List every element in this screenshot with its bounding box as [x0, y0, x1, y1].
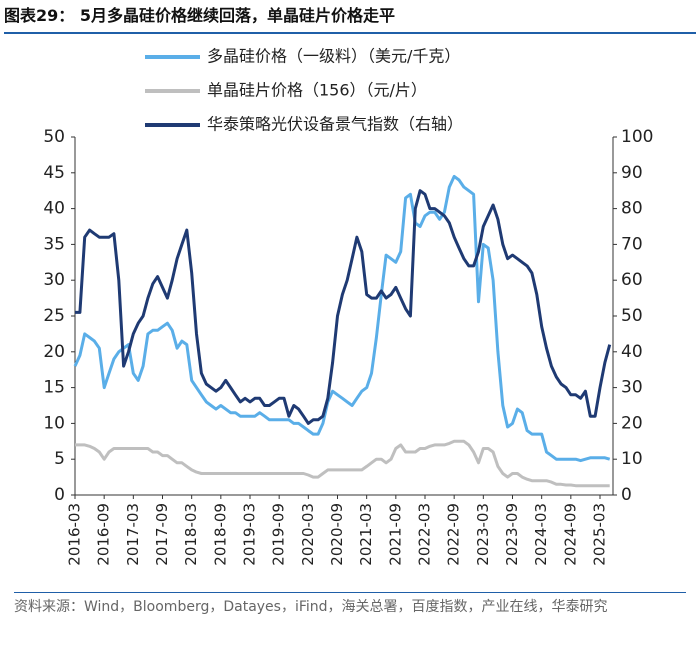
chart: 0 5 10 15 20 25 30 35 40 45 50 0 10 20 30 40 50 60 70 80 90 1…	[43, 47, 653, 566]
x-tick-label: 2022-09	[445, 503, 463, 566]
y2-tick-label: 60	[621, 270, 643, 290]
x-tick-label: 2020-09	[328, 503, 346, 566]
x-tick-label: 2017-09	[153, 503, 171, 566]
x-tick-label: 2016-09	[95, 503, 113, 566]
x-tick-label: 2019-03	[241, 503, 259, 566]
x-tick-label: 2017-03	[124, 503, 142, 566]
y2-tick-label: 40	[621, 342, 643, 362]
x-tick-label: 2020-03	[299, 503, 317, 566]
chart-title: 图表29： 5月多晶硅价格继续回落，单晶硅片价格走平	[4, 2, 696, 34]
legend-label: 单晶硅片价格（156）（元/片）	[207, 81, 427, 100]
x-tick-label: 2021-09	[386, 503, 404, 566]
y-tick-label: 10	[43, 413, 65, 433]
x-tick-label: 2023-03	[474, 503, 492, 566]
y2-tick-label: 90	[621, 163, 643, 183]
legend-label: 多晶硅价格（一级料）（美元/千克）	[207, 47, 460, 66]
y2-tick-label: 100	[621, 127, 653, 147]
y2-tick-label: 70	[621, 234, 643, 254]
series-line	[75, 189, 612, 425]
y-tick-label: 50	[43, 127, 65, 147]
x-tick-label: 2024-09	[561, 503, 579, 566]
y-tick-label: 20	[43, 342, 65, 362]
y-tick-label: 5	[54, 449, 65, 469]
y2-tick-label: 10	[621, 449, 643, 469]
y-tick-label: 25	[43, 306, 65, 326]
x-tick-label: 2024-03	[532, 503, 550, 566]
y-tick-label: 30	[43, 270, 65, 290]
x-tick-label: 2018-03	[182, 503, 200, 566]
x-tick-label: 2025-03	[591, 503, 609, 566]
source-note: 资料来源：Wind，Bloomberg，Datayes，iFind，海关总署，百…	[14, 592, 686, 619]
x-tick-label: 2016-03	[66, 503, 84, 566]
y-tick-label: 35	[43, 234, 65, 254]
y2-tick-label: 20	[621, 413, 643, 433]
x-tick-label: 2023-09	[503, 503, 521, 566]
y2-tick-label: 0	[621, 485, 632, 505]
x-tick-label: 2019-09	[270, 503, 288, 566]
series-line	[73, 174, 611, 463]
y2-tick-label: 80	[621, 199, 643, 219]
series-line	[75, 439, 610, 488]
y2-tick-label: 30	[621, 378, 643, 398]
x-tick-label: 2021-03	[357, 503, 375, 566]
y-tick-label: 40	[43, 199, 65, 219]
y-tick-label: 0	[54, 485, 65, 505]
legend-label: 华泰策略光伏设备景气指数（右轴）	[207, 115, 463, 134]
y2-tick-label: 50	[621, 306, 643, 326]
y-tick-label: 15	[43, 378, 65, 398]
x-tick-label: 2022-03	[416, 503, 434, 566]
x-tick-label: 2018-09	[211, 503, 229, 566]
y-tick-label: 45	[43, 163, 65, 183]
